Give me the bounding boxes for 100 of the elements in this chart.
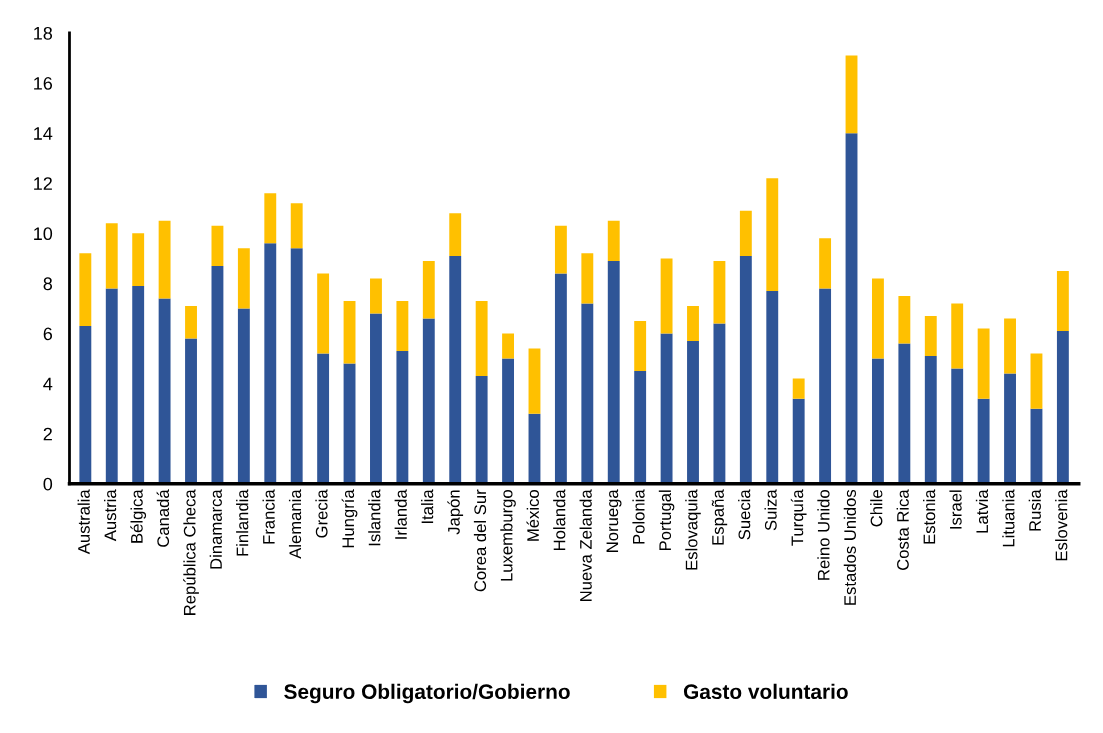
bar [370,278,382,314]
x-tick-label: Bélgica [130,489,147,543]
bar [713,260,726,324]
bar [792,398,805,484]
bar [951,303,964,369]
x-tick-label: Polonia [632,489,645,544]
bar [554,225,567,274]
bar [211,265,224,484]
bar [634,320,647,372]
bar [660,258,673,334]
bar [290,248,303,484]
bar [502,333,515,359]
x-tick-label: Corea del Sur [473,489,487,592]
bar [898,295,911,344]
bar [924,356,937,484]
y-tick-label: 6 [43,327,53,341]
x-tick-label: Canadá [156,489,170,547]
bar [422,318,435,484]
y-tick-label: 16 [34,77,53,90]
x-tick-label: Latvia [975,489,989,533]
bar [951,368,964,484]
bar [1004,373,1016,484]
bar [132,285,145,484]
bar [132,233,145,286]
bar [528,413,541,484]
bar [290,203,303,249]
x-tick-label: España [711,489,728,545]
bar [264,243,277,484]
bar [211,225,224,266]
bar [819,238,832,289]
bar [422,260,435,319]
bar [105,288,118,484]
bar [766,290,779,484]
x-tick-label: Nueva Zelanda [579,489,592,601]
x-tick-label: Australia [77,489,90,555]
bar [845,55,858,134]
bar [185,338,197,484]
bar [79,326,92,484]
bar [237,308,250,484]
bar [264,193,277,244]
x-tick-label: Dinamarca [209,489,222,569]
x-tick-label: Alemania [288,489,302,559]
x-tick-label: Suecia [738,489,751,540]
legend-label: Seguro Obligatorio/Gobierno [284,683,570,704]
bar [581,253,594,304]
x-tick-label: Portugal [658,490,675,551]
bar [634,371,647,484]
bar [396,351,409,484]
x-tick-label: Italia [421,489,434,523]
bar [185,305,197,339]
bar [554,273,567,484]
x-tick-label: República Checa [183,489,199,615]
bar [687,305,699,342]
bar [739,210,752,256]
bar [687,341,699,484]
bar [105,223,118,289]
bar [343,363,356,484]
bar [237,248,250,309]
bar [660,333,673,484]
x-tick-label: Grecia [315,489,328,538]
bar [1056,270,1069,332]
y-tick-label: 10 [34,227,53,241]
bar [872,358,884,484]
x-tick-label: Noruega [606,489,622,552]
bar [475,376,488,484]
x-tick-label: Estados Unidos [843,489,856,605]
x-tick-label: Islandia [368,489,381,546]
bar [370,313,382,484]
bar [528,348,541,414]
bar [158,220,171,299]
y-tick-label: 8 [43,277,53,291]
bar [475,300,488,377]
bar [607,260,620,484]
bar [845,133,858,484]
bar [739,255,752,484]
x-tick-label: Eslovenia [1055,489,1068,561]
bar [924,315,937,357]
bar [449,255,462,484]
bar [449,213,462,256]
bar [581,303,594,484]
bar [1004,318,1016,374]
y-tick-label: 2 [43,427,52,441]
y-tick-label: 4 [43,377,53,391]
x-tick-label: Japón [447,490,464,535]
bar [1030,353,1043,409]
x-tick-label: México [526,490,539,541]
bar [396,300,409,352]
bar [977,328,990,399]
legend-label: Gasto voluntario [683,683,848,700]
y-tick-label: 12 [34,177,52,190]
y-tick-label: 14 [34,127,53,140]
x-tick-label: Lituania [1002,489,1015,547]
y-tick-label: 18 [34,26,53,40]
bar [766,178,779,291]
x-tick-label: Chile [870,490,883,527]
x-tick-label: Rusia [1028,489,1041,531]
bar [1030,408,1043,484]
bar [158,298,171,484]
x-tick-label: Francia [262,489,275,544]
bar [607,220,620,261]
